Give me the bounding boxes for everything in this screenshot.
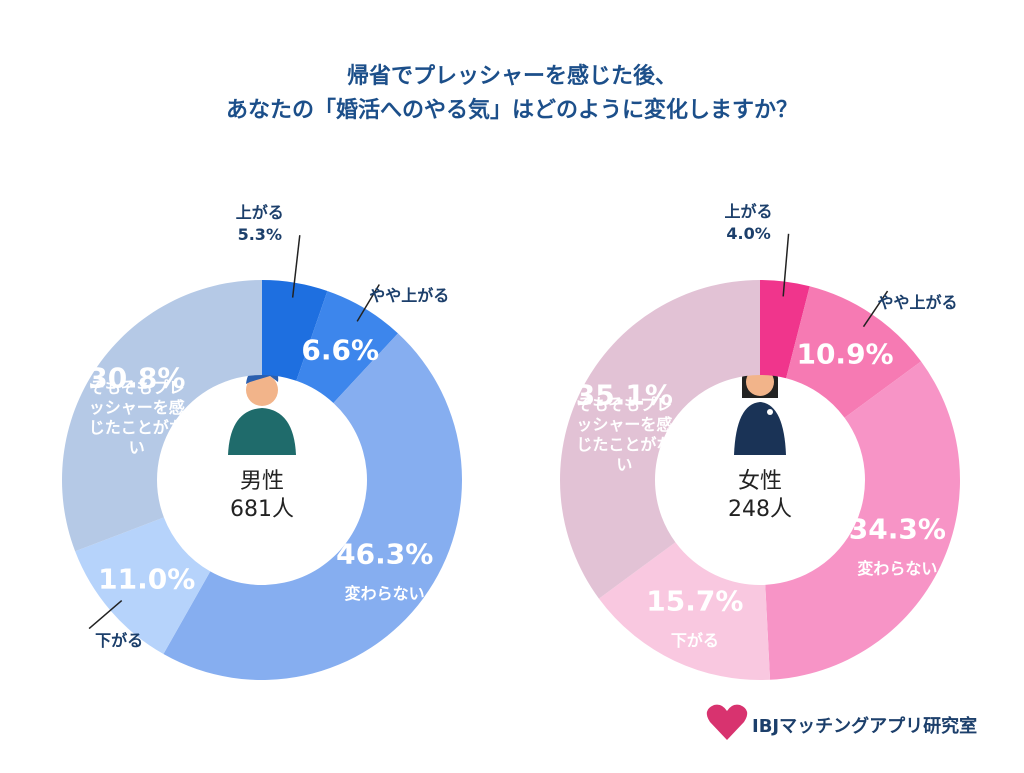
- value-label: 15.7%: [646, 584, 744, 618]
- count-label: 681人: [230, 497, 294, 522]
- value-label: 11.0%: [98, 562, 196, 596]
- person-male: [228, 366, 296, 455]
- title-line: あなたの「婚活へのやる気」はどのように変化しますか？: [225, 98, 798, 123]
- title-line: 帰省でプレッシャーを感じた後、: [346, 64, 677, 89]
- value-label: 35.1%: [575, 378, 673, 412]
- value-label: 34.3%: [848, 512, 946, 546]
- donut-slice: [598, 542, 771, 680]
- value-label: 4.0%: [726, 223, 771, 243]
- donut-slice: [163, 333, 462, 680]
- leader-line: [88, 600, 123, 630]
- count-label: 248人: [728, 497, 792, 522]
- category-label: 上がる: [235, 203, 284, 223]
- value-label: 30.8%: [88, 361, 186, 395]
- donut-slice: [760, 280, 810, 379]
- value-label: 46.3%: [336, 537, 434, 571]
- category-label: やや上がる: [877, 293, 958, 313]
- logo-heart: [706, 704, 748, 740]
- category-label: 下がる: [95, 630, 144, 650]
- category-label: やや上がる: [369, 286, 450, 306]
- center-label: 男性: [239, 469, 285, 494]
- value-label: 5.3%: [237, 225, 282, 245]
- category-label: 変わらない: [857, 559, 938, 579]
- category-label: そもそもプレッシャーを感じたことがない: [576, 395, 673, 475]
- category-label: 変わらない: [344, 583, 425, 603]
- category-label: 上がる: [724, 201, 773, 221]
- donut-slice: [765, 361, 960, 680]
- category-label: 下がる: [670, 631, 719, 651]
- logo-text: IBJマッチングアプリ研究室: [752, 716, 978, 737]
- category-label: そもそもプレッシャーを感じたことがない: [88, 377, 185, 457]
- donut-slice: [61, 280, 262, 552]
- leader-line: [356, 284, 380, 322]
- leader-line: [862, 290, 889, 328]
- leader-line: [782, 233, 790, 297]
- leader-line: [291, 235, 301, 298]
- donut-slice: [786, 286, 922, 418]
- value-label: 6.6%: [301, 333, 380, 367]
- donut-slice: [75, 517, 211, 655]
- value-label: 10.9%: [796, 337, 894, 371]
- donut-slice: [296, 290, 398, 404]
- center-label: 女性: [737, 469, 783, 494]
- donut-slice: [560, 280, 760, 599]
- donut-slice: [262, 280, 328, 381]
